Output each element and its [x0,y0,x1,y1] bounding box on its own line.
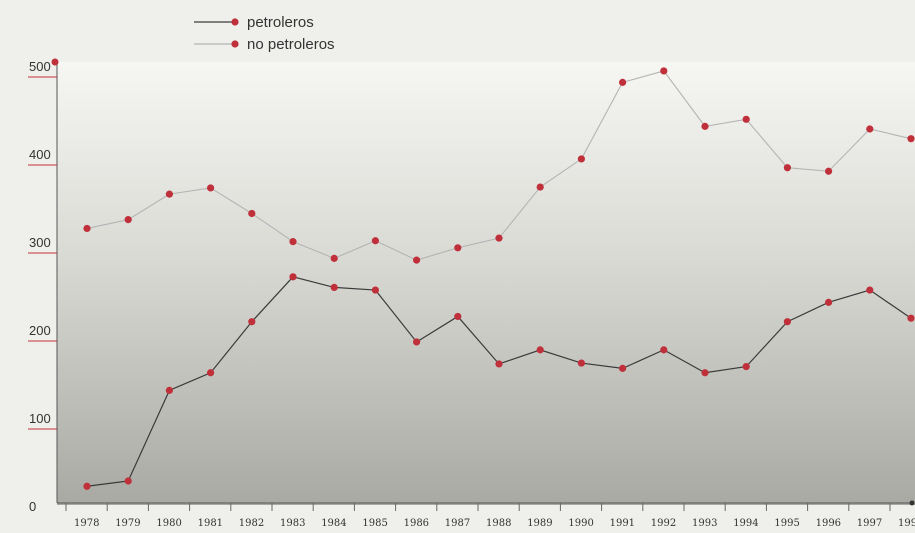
data-point [454,312,462,321]
legend-marker [231,18,239,26]
data-point [907,135,915,143]
x-tick-label: 1998 [898,518,915,529]
data-point [577,359,586,367]
data-point [907,314,915,322]
data-point [413,256,421,264]
data-point [83,224,91,233]
data-point [248,318,256,326]
x-tick-label: 1990 [568,518,593,529]
plot-area [57,62,915,505]
y-tick-label: 400 [29,147,51,162]
data-point [495,360,503,368]
legend-label: petroleros [247,14,314,31]
data-point [660,67,668,75]
data-point [742,363,750,371]
y-tick-label: 100 [29,411,51,426]
data-point [83,482,91,490]
data-point [866,125,874,133]
x-tick-label: 1997 [857,518,882,529]
y-tick-label: 500 [29,59,51,74]
x-tick-label: 1994 [733,518,758,529]
x-tick-label: 1978 [74,518,99,529]
data-point [577,155,586,163]
data-point [619,78,627,86]
x-axis-end-marker [909,500,915,506]
x-tick-label: 1984 [321,518,346,529]
data-point [124,477,132,485]
data-point [536,346,544,354]
data-point [289,273,297,281]
data-point [619,364,627,372]
data-point [289,238,297,246]
x-tick-label: 1983 [280,518,305,529]
legend-label: no petroleros [247,36,335,53]
data-point [413,338,421,346]
x-tick-label: 1985 [362,518,387,529]
series-petroleros [83,273,915,490]
legend-marker [231,40,239,48]
data-point [165,386,173,394]
y-tick-label: 200 [29,323,51,338]
data-point [165,190,173,198]
data-point [660,346,668,354]
x-tick-label: 1982 [239,518,264,529]
y-tick-label: 0 [29,499,36,514]
x-tick-label: 1987 [445,518,470,529]
x-tick-label: 1989 [527,518,552,529]
data-point [330,254,338,262]
x-tick-label: 1988 [486,518,511,529]
x-tick-label: 1996 [816,518,841,529]
data-point [783,318,792,326]
series-layer [83,67,915,490]
series-no-petroleros [83,67,915,264]
x-tick-label: 1979 [115,518,140,529]
data-point [866,286,874,294]
data-point [825,298,833,306]
data-point [207,369,215,377]
data-point [207,184,215,192]
data-point [742,115,750,123]
x-tick-label: 1986 [404,518,429,529]
y-tick-label: 300 [29,235,51,250]
data-point [371,286,379,294]
data-point [825,167,833,175]
x-tick-label: 1980 [156,518,181,529]
data-point [248,209,256,218]
data-point [701,369,709,377]
axes: 0 100 200 300 400 500 1978 1979 1980 1981 1982 1983… [28,58,915,529]
x-tick-label: 1993 [692,518,717,529]
x-tick-label: 1991 [610,518,635,529]
data-point [495,234,503,242]
x-tick-label: 1981 [198,518,223,529]
data-point [330,283,338,291]
legend-entry: petroleros [194,14,314,31]
data-point [124,216,132,224]
data-point [701,122,709,130]
data-point [783,164,792,172]
data-point [371,237,379,245]
legend: petroleros no petroleros [194,14,335,53]
y-axis-top-marker [51,58,59,66]
legend-entry: no petroleros [194,36,335,53]
data-point [454,244,462,252]
x-tick-label: 1995 [774,518,799,529]
x-tick-label: 1992 [651,518,676,529]
data-point [536,183,544,191]
